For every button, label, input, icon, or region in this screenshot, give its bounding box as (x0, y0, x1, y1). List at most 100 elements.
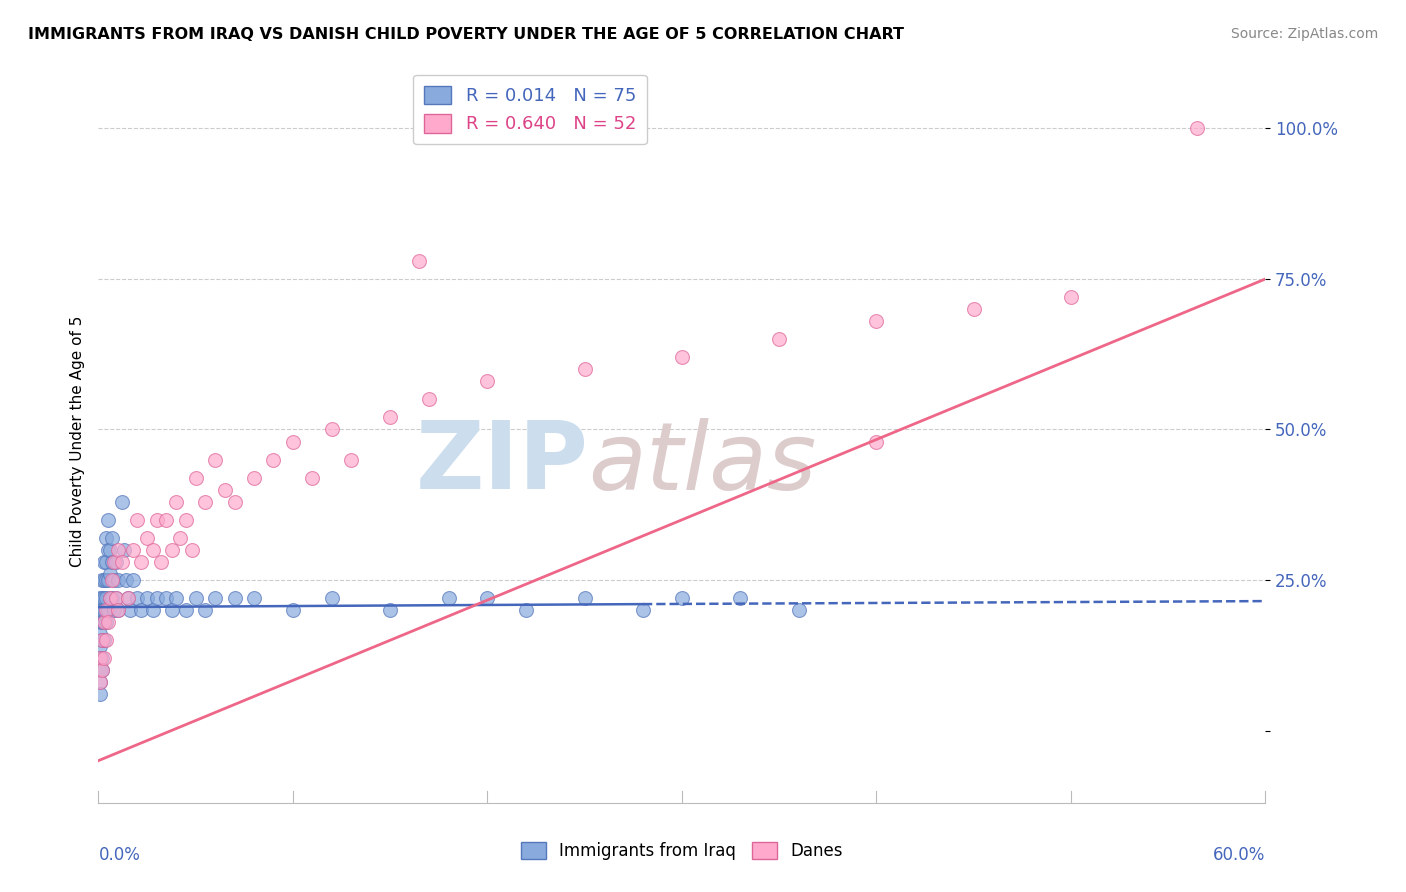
Text: IMMIGRANTS FROM IRAQ VS DANISH CHILD POVERTY UNDER THE AGE OF 5 CORRELATION CHAR: IMMIGRANTS FROM IRAQ VS DANISH CHILD POV… (28, 27, 904, 42)
Point (89, 603, 111, 617)
Point (89, 639, 111, 653)
Point (89, 651, 111, 665)
Point (671, 591, 693, 606)
Point (101, 555, 124, 569)
Point (180, 542, 202, 557)
Point (91, 664, 114, 678)
Point (136, 531, 159, 545)
Point (101, 531, 124, 545)
Point (418, 392, 440, 407)
Point (174, 513, 197, 527)
Point (136, 591, 159, 606)
Point (142, 603, 165, 617)
Point (89, 615, 111, 630)
Point (574, 362, 596, 376)
Point (127, 513, 149, 527)
Point (117, 591, 139, 606)
Point (98, 542, 121, 557)
Point (204, 591, 226, 606)
Point (281, 603, 304, 617)
Point (107, 603, 129, 617)
Point (129, 603, 152, 617)
Point (224, 591, 246, 606)
Point (89, 675, 111, 690)
Point (104, 591, 127, 606)
Point (730, 591, 752, 606)
Point (194, 494, 217, 508)
Point (97, 603, 120, 617)
Point (91, 633, 114, 648)
Point (107, 542, 129, 557)
Point (865, 314, 887, 328)
Point (96, 555, 118, 569)
Point (162, 542, 184, 557)
Point (103, 573, 125, 587)
Point (96, 573, 118, 587)
Point (262, 452, 284, 467)
Point (194, 603, 217, 617)
Y-axis label: Child Poverty Under the Age of 5: Child Poverty Under the Age of 5 (69, 316, 84, 567)
Text: Source: ZipAtlas.com: Source: ZipAtlas.com (1230, 27, 1378, 41)
Point (321, 591, 343, 606)
Point (165, 591, 187, 606)
Point (477, 375, 499, 389)
Point (93, 555, 115, 569)
Point (321, 423, 343, 437)
Point (122, 573, 145, 587)
Point (962, 301, 984, 317)
Point (174, 603, 197, 617)
Point (96, 633, 118, 648)
Point (408, 253, 430, 268)
Point (111, 494, 134, 508)
Text: 60.0%: 60.0% (1213, 847, 1265, 864)
Point (380, 603, 402, 617)
Legend: Immigrants from Iraq, Danes: Immigrants from Iraq, Danes (513, 835, 851, 867)
Point (107, 573, 129, 587)
Point (96, 603, 118, 617)
Point (103, 555, 125, 569)
Point (89, 651, 111, 665)
Point (93, 633, 115, 648)
Point (243, 471, 266, 485)
Point (93, 651, 115, 665)
Point (142, 542, 165, 557)
Point (91, 591, 114, 606)
Point (91, 633, 114, 648)
Point (380, 410, 402, 425)
Point (93, 603, 115, 617)
Point (224, 494, 246, 508)
Point (93, 573, 115, 587)
Point (1060, 290, 1083, 304)
Point (671, 350, 693, 364)
Point (89, 664, 111, 678)
Point (204, 452, 226, 467)
Point (127, 591, 149, 606)
Point (91, 573, 114, 587)
Point (301, 471, 323, 485)
Point (98, 591, 121, 606)
Point (574, 591, 596, 606)
Point (111, 555, 134, 569)
Point (214, 483, 236, 497)
Point (146, 513, 169, 527)
Point (104, 555, 127, 569)
Point (93, 591, 115, 606)
Point (101, 573, 124, 587)
Point (865, 434, 887, 449)
Point (169, 531, 191, 545)
Point (89, 627, 111, 641)
Point (91, 615, 114, 630)
Text: 0.0%: 0.0% (98, 847, 141, 864)
Point (91, 651, 114, 665)
Point (89, 591, 111, 606)
Point (114, 573, 136, 587)
Point (155, 513, 177, 527)
Point (437, 591, 460, 606)
Point (146, 591, 169, 606)
Point (243, 591, 266, 606)
Point (89, 675, 111, 690)
Point (149, 555, 172, 569)
Point (91, 603, 114, 617)
Point (768, 332, 790, 346)
Point (107, 603, 129, 617)
